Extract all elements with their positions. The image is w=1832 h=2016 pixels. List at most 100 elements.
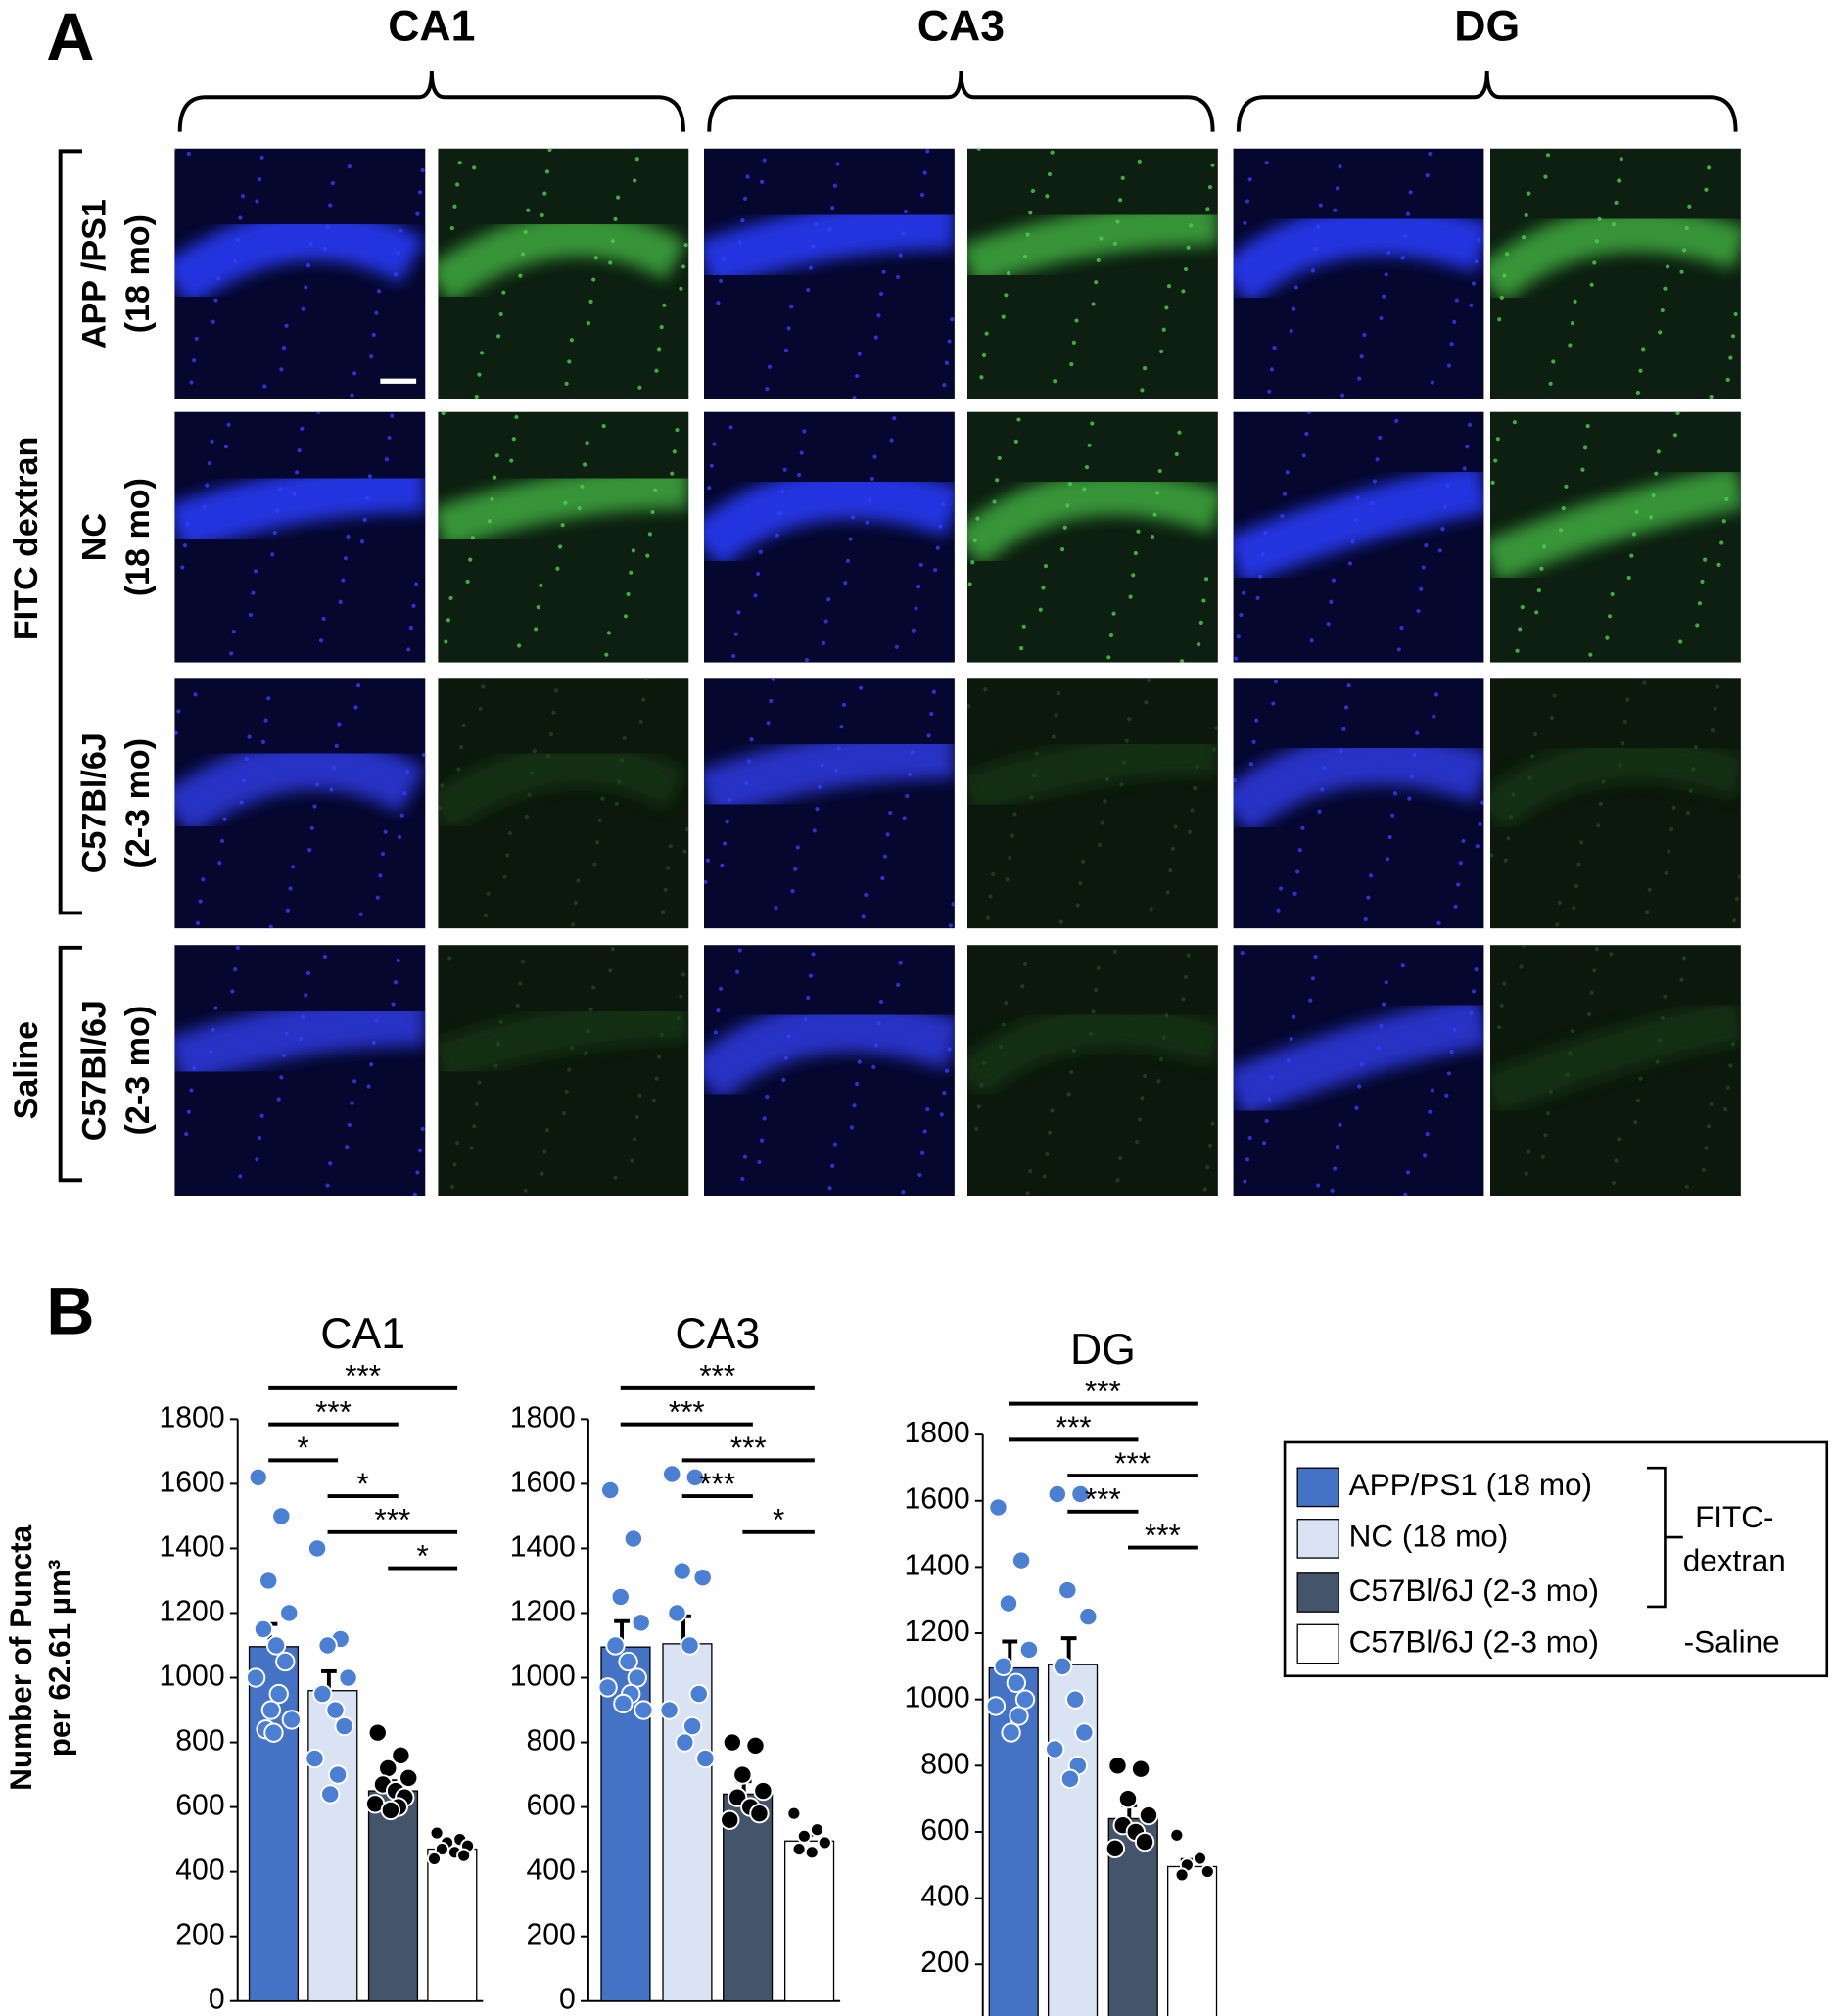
cell-dot (835, 162, 840, 166)
cell-dot (881, 269, 886, 274)
data-point (1045, 1739, 1065, 1759)
cell-dot (1530, 754, 1535, 759)
cell-dot (1034, 751, 1039, 756)
cell-dot (1384, 980, 1388, 985)
cell-dot (396, 250, 400, 256)
cell-dot (560, 523, 565, 528)
cell-dot (716, 301, 721, 305)
cell-dot (474, 394, 479, 399)
cell-dot (215, 276, 221, 281)
cell-dot (1622, 719, 1627, 725)
cell-dot (569, 338, 574, 343)
cell-layer (174, 461, 426, 554)
cell-dot (1565, 1072, 1570, 1077)
cell-dot (1050, 1108, 1055, 1113)
cell-dot (1449, 342, 1454, 347)
cell-layer (966, 202, 1218, 288)
cell-dot (1137, 159, 1142, 164)
cell-dot (814, 222, 819, 227)
cell-dot (1642, 680, 1647, 685)
cell-dot (1668, 827, 1674, 832)
cell-dot (1405, 211, 1411, 216)
cell-dot (1540, 1154, 1545, 1159)
data-point (753, 1780, 774, 1802)
cell-dot (841, 702, 847, 707)
cell-dot (995, 478, 1000, 483)
cell-dot (848, 537, 853, 541)
data-point (265, 1635, 287, 1656)
cell-dot (888, 810, 893, 816)
data-point (804, 1845, 820, 1860)
cell-dot (1503, 858, 1508, 863)
cell-dot (873, 1043, 878, 1048)
y-tick-label: 1600 (510, 1466, 576, 1498)
cell-dot (1432, 714, 1436, 719)
cell-dot (390, 413, 395, 418)
cell-dot (1445, 483, 1450, 488)
cell-dot (1376, 1046, 1381, 1051)
cell-dot (1428, 151, 1433, 157)
cell-dot (997, 455, 1002, 461)
cell-dot (1700, 579, 1705, 584)
cell-dot (852, 396, 857, 399)
cell-dot (301, 1014, 305, 1019)
cell-dot (1243, 1179, 1247, 1184)
cell-dot (608, 968, 613, 973)
cell-dot (213, 1006, 218, 1010)
cell-dot (1469, 1010, 1474, 1015)
cell-dot (659, 1032, 664, 1038)
cell-dot (1502, 273, 1507, 278)
legend-swatch (1296, 1572, 1339, 1613)
cell-dot (446, 618, 451, 623)
group-bracket (58, 149, 82, 915)
cell-dot (1725, 1085, 1730, 1090)
cell-dot (1295, 869, 1300, 874)
data-point (275, 1651, 296, 1672)
cell-dot (322, 954, 328, 960)
cell-dot (229, 651, 234, 656)
data-point (597, 1677, 618, 1698)
cell-dot (1454, 298, 1459, 303)
cell-dot (1047, 1130, 1053, 1135)
cell-dot (1267, 389, 1272, 394)
cell-dot (1515, 648, 1520, 653)
cell-dot (1041, 586, 1046, 590)
brace (707, 70, 1215, 132)
cell-dot (1605, 635, 1610, 640)
cell-dot (235, 237, 240, 242)
cell-dot (1663, 286, 1668, 291)
cell-dot (226, 422, 231, 427)
cell-dot (1386, 250, 1391, 256)
cell-dot (478, 706, 483, 711)
data-point (680, 1635, 700, 1656)
cell-dot (919, 1150, 925, 1155)
cell-dot (371, 332, 376, 338)
cell-dot (233, 259, 238, 264)
cell-dot (272, 530, 277, 536)
cell-dot (820, 763, 824, 768)
cell-dot (1679, 269, 1684, 274)
significance-label: *** (1114, 1446, 1151, 1480)
cell-dot (557, 544, 563, 549)
cell-dot (855, 373, 860, 379)
cell-dot (1133, 550, 1138, 556)
y-tick-label: 1000 (905, 1682, 970, 1714)
cell-dot (767, 364, 773, 369)
cell-dot (675, 427, 680, 433)
cell-dot (248, 612, 253, 618)
cell-dot (420, 1126, 425, 1131)
cell-dot (397, 834, 402, 840)
cell-dot (981, 1060, 987, 1066)
cell-dot (740, 218, 745, 223)
cell-dot (1198, 620, 1203, 625)
cell-dot (745, 174, 750, 179)
cell-dot (341, 578, 346, 583)
cell-dot (682, 849, 687, 854)
cell-dot (444, 639, 448, 644)
cell-dot (564, 381, 569, 386)
cell-layer (704, 198, 955, 291)
cell-dot (530, 771, 535, 775)
cell-dot (1183, 974, 1189, 980)
cell-dot (656, 1055, 662, 1059)
data-point (613, 1693, 634, 1714)
